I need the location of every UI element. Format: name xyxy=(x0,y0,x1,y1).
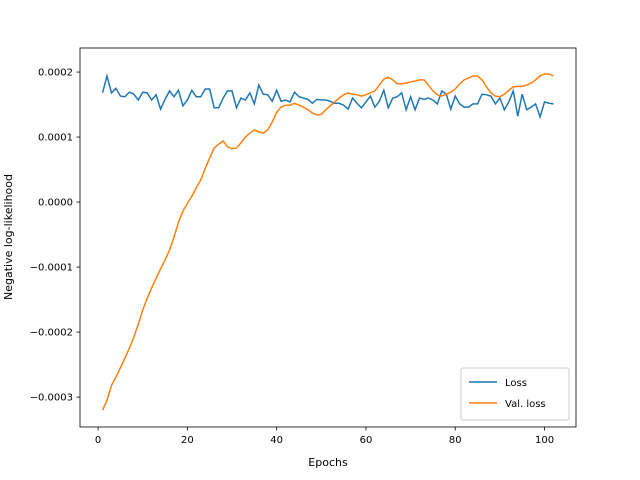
legend-label: Val. loss xyxy=(505,399,546,410)
line-series xyxy=(101,73,554,411)
legend-box xyxy=(460,367,570,421)
plot-frame xyxy=(79,47,577,428)
x-tick-label: 40 xyxy=(270,435,283,446)
legend-label: Loss xyxy=(505,378,527,389)
x-tick-label: 80 xyxy=(449,435,462,446)
x-tick-label: 0 xyxy=(95,435,101,446)
y-tick-label: −0.0003 xyxy=(30,393,73,404)
x-axis-title: Epochs xyxy=(308,456,348,469)
line-series xyxy=(101,73,554,120)
y-tick-label: −0.0002 xyxy=(30,328,73,339)
y-tick-label: −0.0001 xyxy=(30,263,73,274)
y-tick-label: 0.0000 xyxy=(38,198,73,209)
x-tick-label: 60 xyxy=(360,435,373,446)
y-axis-title: Negative log-likelihood xyxy=(2,174,15,300)
y-tick-label: 0.0001 xyxy=(38,133,73,144)
y-tick-label: 0.0002 xyxy=(38,68,73,79)
x-tick-label: 100 xyxy=(535,435,554,446)
x-tick-label: 20 xyxy=(181,435,194,446)
